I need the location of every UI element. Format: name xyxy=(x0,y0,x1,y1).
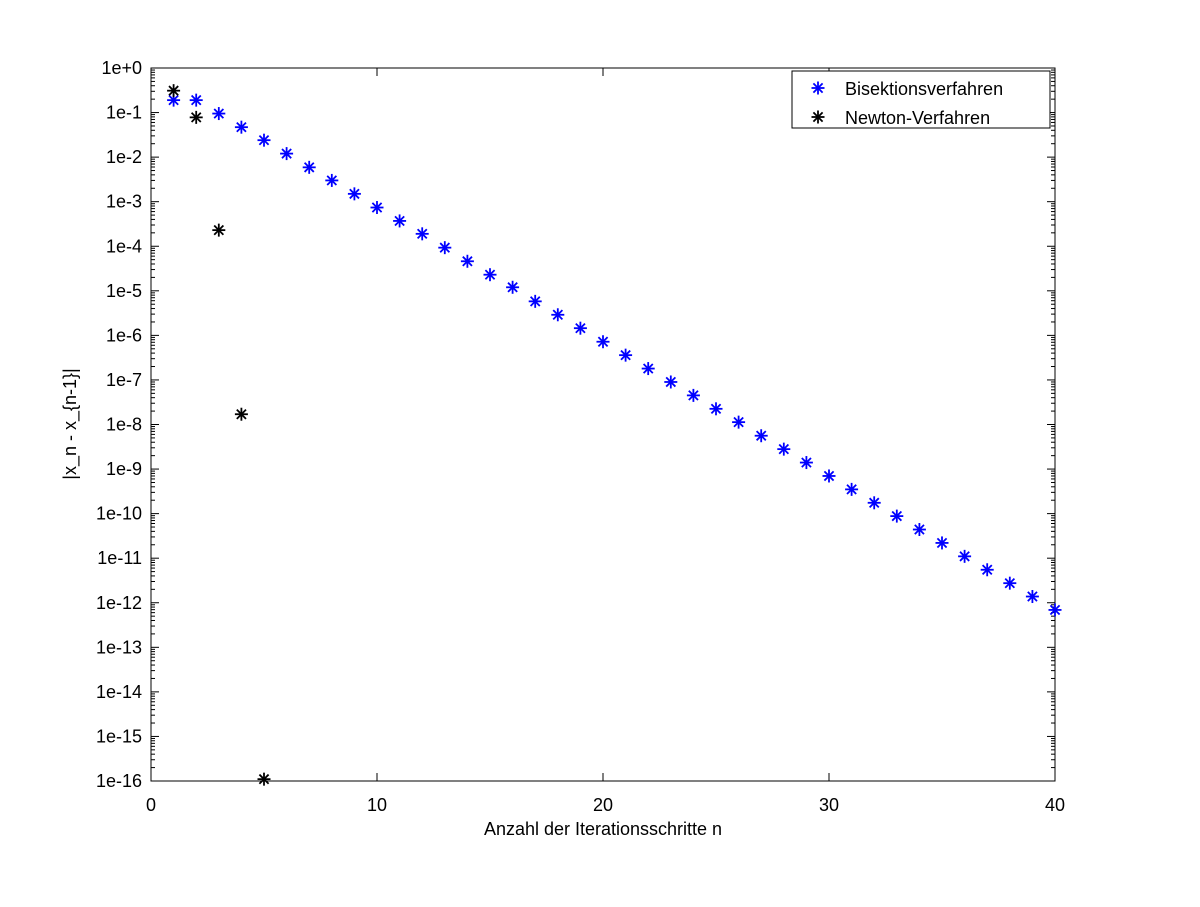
bisection-point xyxy=(483,268,497,282)
x-axis-label: Anzahl der Iterationsschritte n xyxy=(484,819,722,839)
bisection-point xyxy=(415,227,429,241)
newton-point xyxy=(234,407,248,421)
bisection-point xyxy=(732,415,746,429)
bisection-point xyxy=(393,214,407,228)
y-axis-label: |x_n - x_{n-1}| xyxy=(60,368,81,479)
x-tick-label: 40 xyxy=(1045,795,1065,815)
bisection-point xyxy=(754,429,768,443)
y-tick-label: 1e-1 xyxy=(106,103,142,123)
legend-marker xyxy=(811,110,825,124)
y-tick-label: 1e-10 xyxy=(96,504,142,524)
legend-label: Newton-Verfahren xyxy=(845,108,990,128)
bisection-point xyxy=(1003,576,1017,590)
y-tick-label: 1e-11 xyxy=(97,548,142,568)
bisection-point xyxy=(325,173,339,187)
y-tick-label: 1e-3 xyxy=(106,192,142,212)
y-tick-label: 1e-7 xyxy=(106,370,142,390)
plot-frame xyxy=(150,67,1056,782)
y-tick-label: 1e-6 xyxy=(106,325,142,345)
bisection-point xyxy=(935,536,949,550)
bisection-point xyxy=(980,563,994,577)
x-tick-label: 0 xyxy=(146,795,156,815)
bisection-point xyxy=(822,469,836,483)
bisection-point xyxy=(958,549,972,563)
bisection-point xyxy=(347,187,361,201)
x-tick-label: 20 xyxy=(593,795,613,815)
bisection-point xyxy=(528,294,542,308)
bisection-point xyxy=(1025,590,1039,604)
y-tick-label: 1e+0 xyxy=(101,58,142,78)
bisection-point xyxy=(212,107,226,121)
bisection-point xyxy=(709,402,723,416)
legend-label: Bisektionsverfahren xyxy=(845,79,1003,99)
bisection-point xyxy=(302,160,316,174)
bisection-point xyxy=(596,335,610,349)
bisection-point xyxy=(551,308,565,322)
bisection-point xyxy=(167,93,181,107)
y-tick-label: 1e-4 xyxy=(106,236,142,256)
bisection-point xyxy=(867,496,881,510)
y-tick-label: 1e-15 xyxy=(96,726,142,746)
bisection-point xyxy=(845,482,859,496)
y-tick-label: 1e-8 xyxy=(106,415,142,435)
bisection-point xyxy=(641,362,655,376)
bisection-point xyxy=(686,388,700,402)
y-tick-label: 1e-16 xyxy=(96,771,142,791)
bisection-point xyxy=(799,456,813,470)
bisection-point xyxy=(506,280,520,294)
bisection-point xyxy=(573,321,587,335)
bisection-point xyxy=(619,348,633,362)
legend-marker xyxy=(811,81,825,95)
newton-point xyxy=(189,110,203,124)
bisection-point xyxy=(280,147,294,161)
x-tick-label: 10 xyxy=(367,795,387,815)
y-tick-label: 1e-9 xyxy=(106,459,142,479)
bisection-point xyxy=(438,241,452,255)
bisection-point xyxy=(1048,603,1062,617)
bisection-point xyxy=(234,120,248,134)
bisection-point xyxy=(664,375,678,389)
bisection-point xyxy=(777,442,791,456)
newton-point xyxy=(167,84,181,98)
x-tick-label: 30 xyxy=(819,795,839,815)
y-tick-label: 1e-12 xyxy=(96,593,142,613)
bisection-point xyxy=(257,133,271,147)
newton-point xyxy=(212,223,226,237)
bisection-point xyxy=(370,201,384,215)
y-tick-label: 1e-13 xyxy=(96,637,142,657)
bisection-point xyxy=(890,509,904,523)
y-tick-label: 1e-14 xyxy=(96,682,142,702)
y-tick-label: 1e-2 xyxy=(106,147,142,167)
legend: Bisektionsverfahren Newton-Verfahren xyxy=(791,70,1051,129)
y-tick-label: 1e-5 xyxy=(106,281,142,301)
legend-box xyxy=(791,70,1051,129)
bisection-point xyxy=(460,254,474,268)
newton-point xyxy=(257,772,271,786)
bisection-point xyxy=(189,93,203,107)
bisection-point xyxy=(912,523,926,537)
